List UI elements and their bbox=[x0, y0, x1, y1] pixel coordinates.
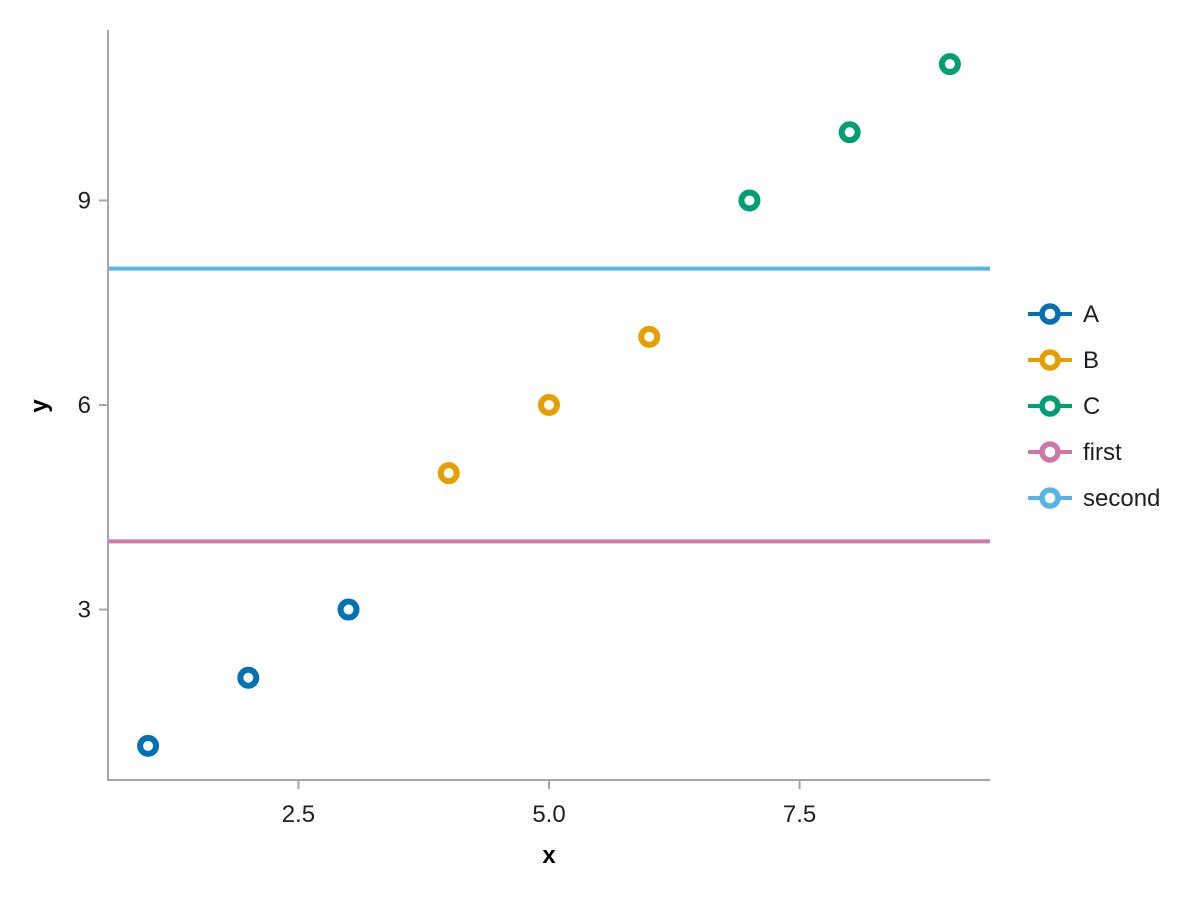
legend-label: second bbox=[1083, 485, 1160, 512]
x-axis-label: x bbox=[542, 842, 556, 869]
reference-lines bbox=[108, 266, 990, 544]
legend-marker-circle bbox=[1039, 349, 1061, 371]
legend-label: C bbox=[1083, 393, 1100, 420]
y-axis-label: y bbox=[26, 399, 53, 413]
legend-marker-circle bbox=[1039, 487, 1061, 509]
legend-marker-circle bbox=[1039, 441, 1061, 463]
data-point-B-2 bbox=[538, 394, 560, 416]
y-tick-label: 3 bbox=[78, 597, 91, 624]
data-point-B-1 bbox=[437, 462, 460, 485]
x-axis-ticks: 2.5 5.0 7.5 bbox=[282, 780, 816, 828]
data-point-C-1 bbox=[738, 189, 761, 212]
data-point-A-2 bbox=[237, 666, 260, 689]
x-tick-label: 7.5 bbox=[783, 801, 816, 828]
legend-marker-circle bbox=[1039, 395, 1061, 417]
data-point-C-2 bbox=[838, 121, 861, 144]
y-axis-ticks: 3 6 9 bbox=[78, 187, 108, 624]
data-point-C-3 bbox=[938, 53, 961, 76]
legend-entry-C: C bbox=[1028, 393, 1100, 420]
y-tick-label: 9 bbox=[78, 187, 91, 214]
data-point-B-3 bbox=[638, 325, 661, 348]
data-points bbox=[137, 53, 961, 757]
axes-spines bbox=[107, 30, 990, 781]
axis-spine bbox=[107, 30, 990, 781]
legend-entry-second: second bbox=[1028, 485, 1160, 512]
legend-entry-first: first bbox=[1028, 439, 1122, 466]
legend-entry-A: A bbox=[1028, 301, 1099, 328]
y-tick-label: 6 bbox=[78, 392, 91, 419]
legend-label: B bbox=[1083, 347, 1099, 374]
legend-entry-B: B bbox=[1028, 347, 1099, 374]
x-tick-label: 2.5 bbox=[282, 801, 315, 828]
legend-marker-circle bbox=[1039, 303, 1061, 325]
legend-label: A bbox=[1083, 301, 1099, 328]
x-tick-label: 5.0 bbox=[532, 801, 565, 828]
data-point-A-1 bbox=[137, 734, 160, 757]
data-point-A-3 bbox=[337, 598, 360, 621]
legend-label: first bbox=[1083, 439, 1122, 466]
